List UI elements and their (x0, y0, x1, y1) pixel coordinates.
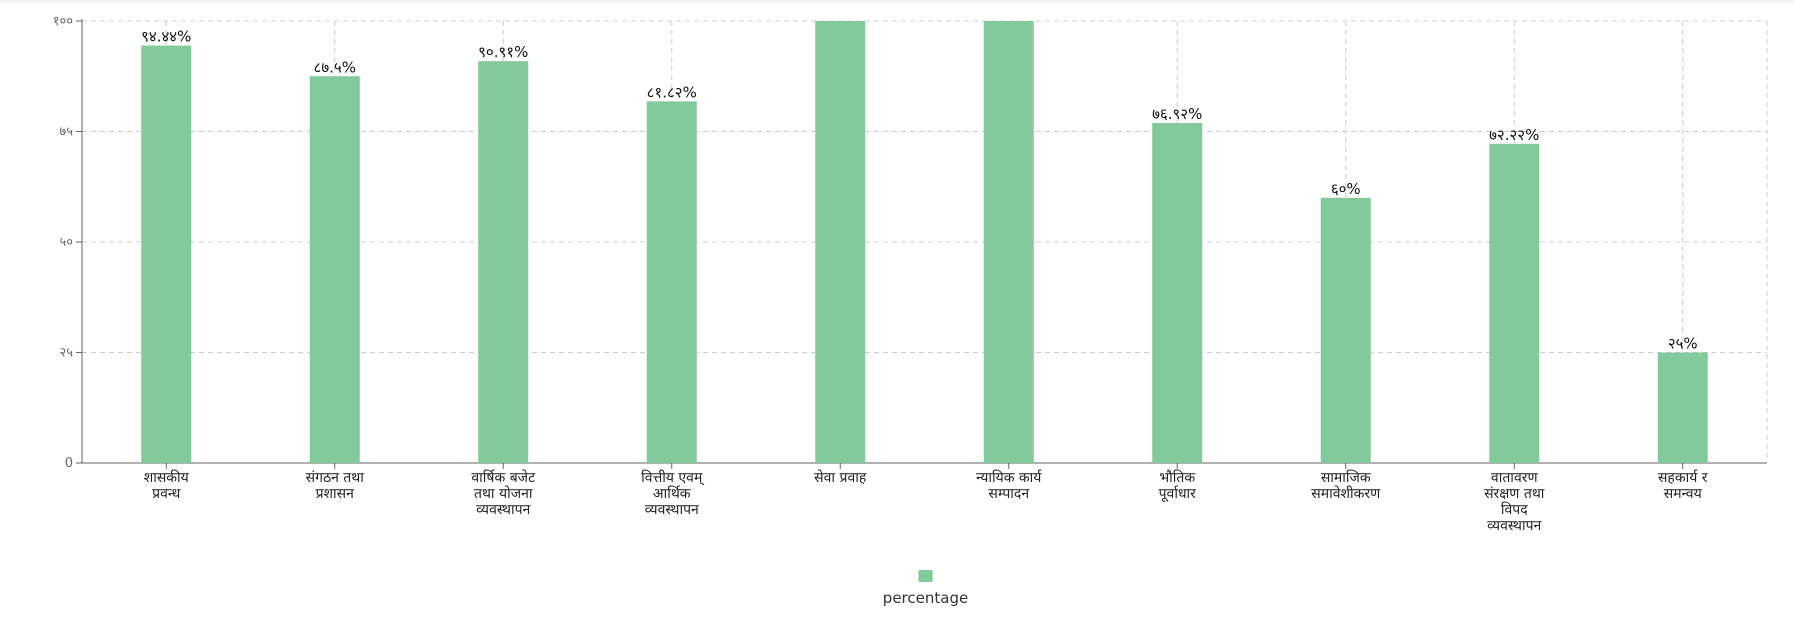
bar[interactable] (1320, 197, 1371, 464)
bar[interactable] (309, 76, 360, 463)
legend[interactable]: percentage (883, 570, 968, 607)
y-tick-label: १०० (53, 14, 73, 29)
x-tick-label: व्यवस्थापन (1487, 518, 1541, 534)
x-tick-label: पूर्वाधार (1159, 485, 1197, 502)
x-tick-label: वित्तीय एवम् (641, 469, 704, 486)
data-label: ७२.२२% (1489, 126, 1539, 144)
data-label: २५% (1668, 335, 1698, 353)
x-tick-label: समावेशीकरण (1311, 485, 1381, 502)
x-tick-label: व्यवस्थापन (476, 502, 530, 518)
bar[interactable] (1657, 352, 1708, 464)
bar[interactable] (983, 21, 1034, 463)
x-tick-label: प्रशासन (316, 486, 355, 502)
x-tick-label: समन्वय (1664, 486, 1703, 502)
x-tick-label: सेवा प्रवाह (814, 469, 867, 486)
category-labels: शासकीयप्रवन्ध संगठन तथाप्रशासन वार्षिक बजे… (144, 469, 1708, 534)
bar[interactable] (646, 101, 697, 464)
bar[interactable] (141, 45, 192, 464)
x-tick-label: आर्थिक (653, 485, 691, 502)
data-label: ६०% (1331, 180, 1361, 198)
y-tick-label: २५ (59, 346, 73, 361)
bar[interactable] (815, 21, 866, 463)
data-label: ९४.४४% (141, 28, 191, 46)
x-tick-label: शासकीय (144, 469, 190, 486)
bar[interactable] (478, 61, 529, 464)
data-label: ९०.९१% (478, 43, 528, 61)
data-label: ८७.५% (314, 58, 356, 76)
x-tick-label: वार्षिक बजेट (471, 469, 536, 486)
x-tick-label: सम्पादन (988, 486, 1029, 502)
x-tick-label: वातावरण (1491, 470, 1539, 486)
x-tick-label: सहकार्य र (1658, 469, 1708, 486)
y-tick-label: 0 (65, 456, 73, 471)
x-tick-label: संगठन तथा (306, 470, 365, 486)
x-tick-label: संरक्षण तथा (1484, 486, 1545, 502)
x-tick-label: तथा योजना (474, 485, 533, 502)
legend-label[interactable]: percentage (883, 589, 968, 607)
y-tick-label: ७५ (59, 125, 73, 140)
bar[interactable] (1152, 123, 1203, 463)
x-tick-label: सामाजिक (1321, 469, 1371, 486)
x-tick-label: विपद (1501, 501, 1528, 518)
data-label: ७६.९२% (1152, 105, 1202, 123)
data-label: ८१.८२% (647, 83, 697, 101)
top-border (0, 0, 1795, 3)
y-tick-label: ५० (59, 235, 73, 250)
x-tick-label: न्यायिक कार्य (976, 469, 1042, 486)
legend-swatch[interactable] (918, 570, 933, 582)
x-tick-label: व्यवस्थापन (645, 502, 699, 518)
axes: 0 २५ ५० ७५ १०० (53, 14, 1767, 471)
data-labels: ९४.४४% ८७.५% ९०.९१% ८१.८२% ७६.९२% ६०% ७२.२२% २५… (141, 28, 1698, 353)
bar[interactable] (1489, 143, 1540, 463)
bars (141, 21, 1708, 464)
x-tick-label: भौतिक (1159, 469, 1195, 486)
x-tick-label: प्रवन्ध (152, 486, 181, 502)
